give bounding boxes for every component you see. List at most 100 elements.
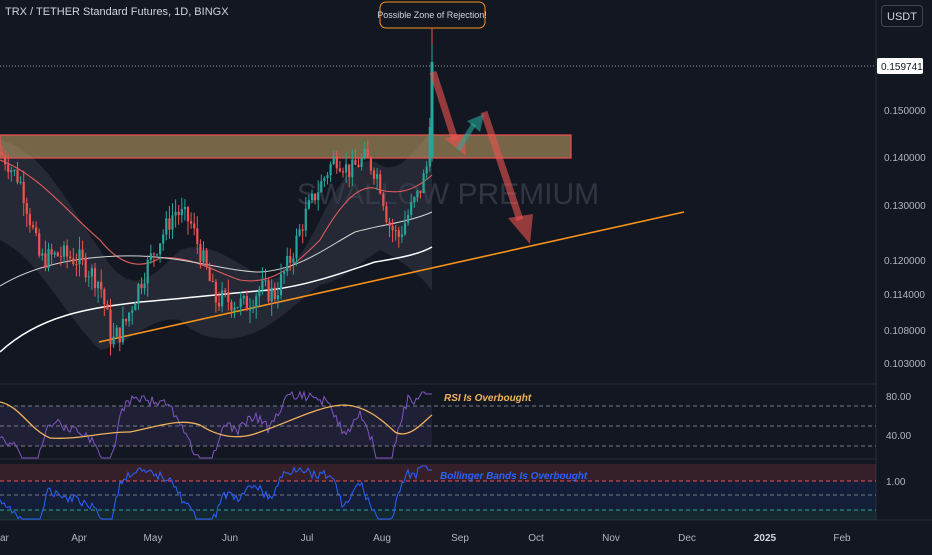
candle-body	[430, 62, 434, 157]
candle-body	[348, 164, 351, 178]
candle-body	[22, 182, 25, 203]
candle-body	[273, 287, 276, 300]
candle-body	[124, 318, 128, 322]
symbol-title: TRX / TETHER Standard Futures, 1D, BINGX	[5, 6, 229, 18]
candle-body	[403, 222, 407, 235]
candle-body	[196, 228, 199, 245]
candle-body	[279, 273, 283, 296]
candle-body	[62, 245, 66, 257]
time-axis[interactable]: ar Apr May Jun Jul Aug Sep Oct Nov Dec 2…	[0, 533, 851, 544]
candle-body	[128, 312, 131, 322]
rejection-callout[interactable]: Possible Zone of Rejection!	[377, 1, 487, 45]
candle-body	[177, 211, 180, 216]
candle-body	[183, 206, 186, 210]
candle-body	[84, 257, 87, 278]
candle-body	[400, 234, 403, 237]
rsi-tick-80: 80.00	[886, 392, 911, 403]
candle-body	[332, 156, 335, 165]
candle-body	[276, 295, 279, 300]
candle-body	[345, 164, 348, 173]
candle-body	[317, 192, 320, 201]
candle-body	[264, 280, 267, 282]
candle-body	[221, 290, 224, 307]
candle-body	[270, 287, 273, 302]
candle-body	[78, 249, 81, 265]
rsi-annotation: RSI Is Overbought	[444, 393, 532, 404]
candle-body	[248, 308, 252, 311]
candle-body	[372, 170, 376, 179]
candle-body	[72, 258, 75, 265]
rejection-label: Possible Zone of Rejection!	[377, 10, 487, 20]
candle-body	[149, 253, 152, 260]
candle-body	[53, 252, 56, 255]
candle-body	[146, 259, 149, 284]
candle-body	[50, 249, 53, 255]
candle-body	[171, 215, 174, 230]
candle-body	[428, 127, 431, 167]
candle-body	[388, 222, 391, 226]
candle-body	[338, 168, 341, 172]
candle-body	[363, 148, 366, 158]
watermark-text: SWALLOW PREMIUM	[297, 178, 599, 211]
candle-body	[59, 256, 62, 258]
candle-body	[255, 296, 258, 308]
resistance-zone[interactable]	[0, 134, 572, 159]
candle-body	[289, 256, 292, 263]
ascending-trendline[interactable]	[98, 211, 685, 343]
current-price-label: 0.159741	[881, 62, 923, 73]
candle-body	[326, 175, 329, 179]
candle-body	[366, 148, 369, 158]
candle-body	[159, 243, 162, 255]
bb-oversold-zone	[0, 510, 876, 520]
bb-annotation: Bollinger Bands Is Overbought	[440, 471, 588, 482]
candle-body	[217, 302, 221, 307]
candle-body	[174, 211, 177, 216]
time-label-mar: ar	[0, 533, 10, 544]
candle-body	[180, 209, 183, 216]
candle-body	[214, 281, 217, 303]
current-price-badge	[877, 58, 923, 74]
candle-body	[10, 170, 13, 173]
candle-body	[351, 159, 354, 178]
candle-body	[90, 268, 93, 277]
candle-body	[112, 336, 115, 345]
candle-body	[323, 178, 326, 182]
candle-body	[314, 193, 317, 201]
ma-short-line	[0, 159, 433, 282]
candle-body	[211, 281, 214, 283]
candle-body	[152, 253, 155, 255]
candle-body	[4, 155, 7, 165]
candle-body	[354, 159, 357, 165]
bb-overbought-zone	[0, 464, 876, 481]
candle-body	[382, 193, 385, 207]
time-label-dec: Dec	[678, 533, 696, 544]
candle-body	[385, 206, 388, 223]
candle-body	[19, 182, 22, 184]
currency-button[interactable]: USDT	[881, 5, 923, 27]
price-tick-0: 0.150000	[884, 106, 926, 117]
price-tick-2: 0.130000	[884, 201, 926, 212]
candle-body	[106, 304, 109, 310]
projection-arrows[interactable]	[429, 70, 533, 244]
candle-body	[16, 169, 19, 183]
candle-body	[115, 327, 118, 337]
candle-body	[162, 234, 165, 244]
candle-body	[186, 206, 190, 222]
candle-body	[394, 229, 397, 231]
candle-body	[335, 156, 338, 169]
candle-body	[165, 218, 168, 235]
candle-body	[87, 276, 90, 278]
candle-body	[121, 318, 124, 343]
candle-body	[298, 229, 301, 236]
time-label-apr: Apr	[71, 533, 87, 544]
time-label-2025: 2025	[754, 533, 777, 544]
candle-body	[155, 254, 159, 256]
bollinger-band-fill	[0, 130, 432, 350]
candle-body	[41, 253, 44, 256]
candle-body	[97, 281, 100, 289]
candle-body	[35, 227, 38, 234]
time-label-jun: Jun	[222, 533, 238, 544]
price-axis[interactable]: 0.150000 0.140000 0.130000 0.120000 0.11…	[877, 58, 926, 488]
candle-body	[407, 214, 410, 223]
